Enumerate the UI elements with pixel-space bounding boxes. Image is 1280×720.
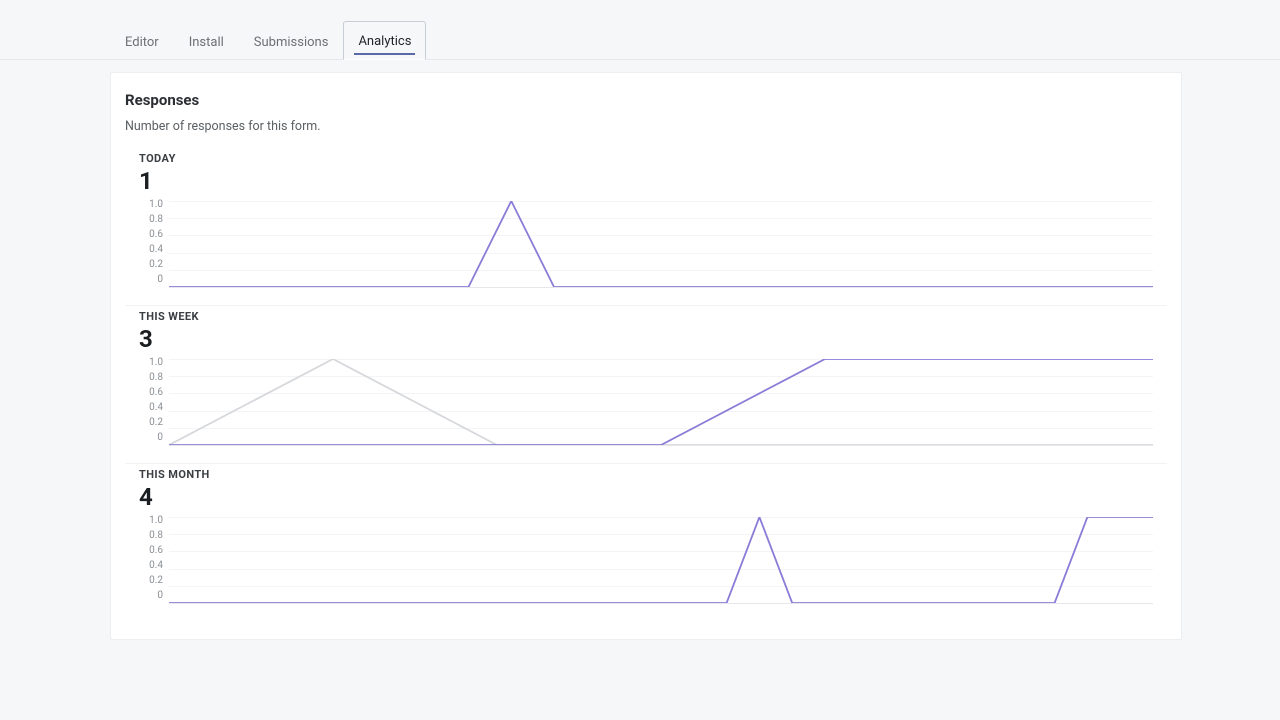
y-axis-labels: 1.00.80.60.40.20 <box>135 199 163 285</box>
card-description: Number of responses for this form. <box>125 119 1167 134</box>
stat-value: 1 <box>139 167 1167 195</box>
card-title: Responses <box>125 91 1167 109</box>
chart-line <box>169 359 1153 445</box>
plot-area <box>169 359 1153 445</box>
chart-line <box>169 359 1153 445</box>
tab-analytics[interactable]: Analytics <box>343 21 426 60</box>
chart: 1.00.80.60.40.20 <box>139 357 1153 453</box>
chart-line <box>169 201 1153 287</box>
tab-install[interactable]: Install <box>174 22 239 60</box>
tab-submissions[interactable]: Submissions <box>239 22 344 60</box>
stat-label: THIS WEEK <box>139 310 1167 323</box>
stat-section: THIS WEEK 3 1.00.80.60.40.20 <box>125 306 1167 464</box>
stat-section: THIS MONTH 4 1.00.80.60.40.20 <box>125 464 1167 621</box>
stat-value: 4 <box>139 483 1167 511</box>
y-axis-labels: 1.00.80.60.40.20 <box>135 357 163 443</box>
chart-line <box>169 517 1153 603</box>
stat-section: TODAY 1 1.00.80.60.40.20 <box>125 148 1167 306</box>
plot-area <box>169 517 1153 603</box>
responses-card: Responses Number of responses for this f… <box>110 72 1182 640</box>
plot-area <box>169 201 1153 287</box>
tab-bar: Editor Install Submissions Analytics <box>0 0 1280 60</box>
chart: 1.00.80.60.40.20 <box>139 515 1153 611</box>
tab-editor[interactable]: Editor <box>110 22 174 60</box>
stat-value: 3 <box>139 325 1167 353</box>
chart: 1.00.80.60.40.20 <box>139 199 1153 295</box>
stat-label: TODAY <box>139 152 1167 165</box>
stat-label: THIS MONTH <box>139 468 1167 481</box>
y-axis-labels: 1.00.80.60.40.20 <box>135 515 163 601</box>
